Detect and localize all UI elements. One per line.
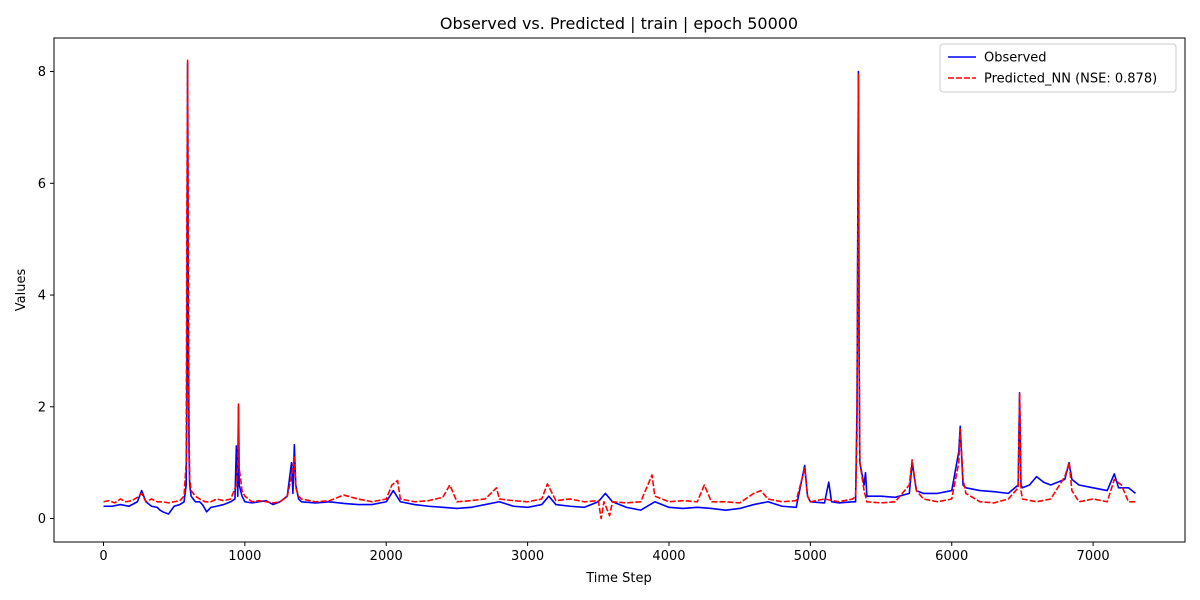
x-tick-label: 5000 (794, 549, 827, 564)
y-tick-label: 2 (38, 400, 46, 415)
plot-area (103, 59, 1137, 520)
series-line-predicted (103, 59, 1136, 520)
x-tick-label: 7000 (1077, 549, 1110, 564)
x-axis: 0 1000 2000 3000 4000 5000 6000 7000 (99, 542, 1110, 564)
legend-label: Observed (984, 51, 1047, 66)
x-tick-label: 4000 (652, 549, 685, 564)
legend-label: Predicted_NN (NSE: 0.878) (984, 72, 1157, 87)
y-axis: 0 2 4 6 8 (38, 65, 54, 527)
y-axis-label: Values (14, 269, 29, 312)
axes-frame (53, 37, 1186, 543)
chart-title: Observed vs. Predicted | train | epoch 5… (440, 14, 798, 33)
x-tick-label: 0 (99, 549, 107, 564)
x-tick-label: 3000 (511, 549, 544, 564)
y-tick-label: 8 (38, 65, 46, 80)
y-tick-label: 4 (38, 289, 46, 304)
x-tick-label: 6000 (935, 549, 968, 564)
x-tick-label: 1000 (228, 549, 261, 564)
x-axis-label: Time Step (585, 571, 652, 586)
x-tick-label: 2000 (370, 549, 403, 564)
y-tick-label: 6 (38, 177, 46, 192)
legend-box (939, 43, 1177, 93)
y-tick-label: 0 (38, 512, 46, 527)
legend: Observed Predicted_NN (NSE: 0.878) (939, 43, 1177, 93)
